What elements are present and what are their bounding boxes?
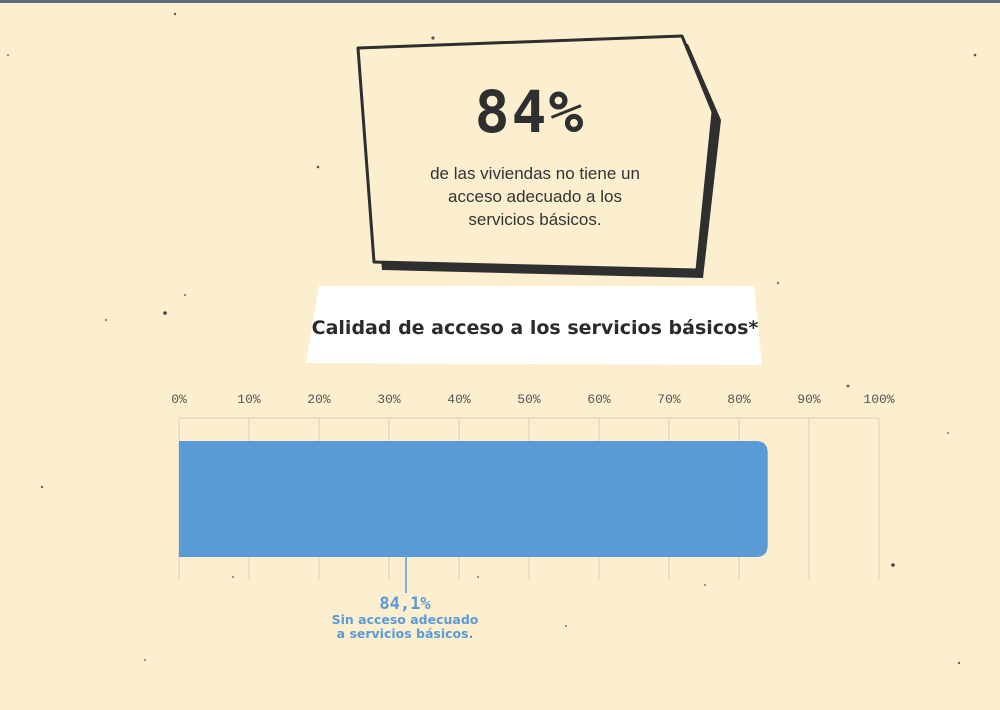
tick-label: 90% <box>797 392 821 407</box>
bar <box>179 441 768 557</box>
tick-label: 100% <box>863 392 894 407</box>
tick-label: 80% <box>727 392 751 407</box>
bars <box>179 441 768 557</box>
callout-value: 84,1% <box>379 594 431 614</box>
tick-label: 40% <box>447 392 471 407</box>
top-rule <box>0 0 1000 3</box>
tick-label: 70% <box>657 392 681 407</box>
tick-label: 50% <box>517 392 541 407</box>
chart-title: Calidad de acceso a los servicios básico… <box>311 317 759 339</box>
tick-labels: 0% 10% 20% 30% 40% 50% 60% 70% 80% 90% 100% <box>171 392 895 407</box>
tick-label: 30% <box>377 392 401 407</box>
stat-value: 84% <box>474 78 586 146</box>
stat-description: de las viviendas no tiene un acceso adec… <box>430 164 640 229</box>
tick-label: 10% <box>237 392 261 407</box>
tick-label: 0% <box>171 392 187 407</box>
tick-label: 60% <box>587 392 611 407</box>
callout-label: Sin acceso adecuado a servicios básicos. <box>331 612 479 641</box>
tick-label: 20% <box>307 392 331 407</box>
